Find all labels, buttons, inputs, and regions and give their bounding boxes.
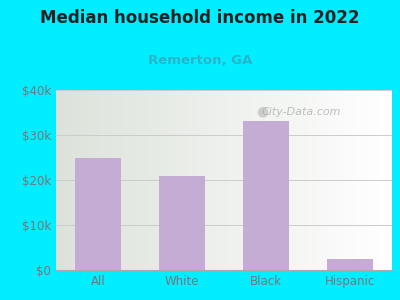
Bar	[243, 122, 289, 270]
Bar	[75, 158, 121, 270]
Bar	[327, 259, 373, 270]
Text: Median household income in 2022: Median household income in 2022	[40, 9, 360, 27]
Text: ●: ●	[256, 105, 269, 118]
Bar	[159, 176, 205, 270]
Text: City-Data.com: City-Data.com	[262, 106, 341, 117]
Text: Remerton, GA: Remerton, GA	[148, 54, 252, 67]
